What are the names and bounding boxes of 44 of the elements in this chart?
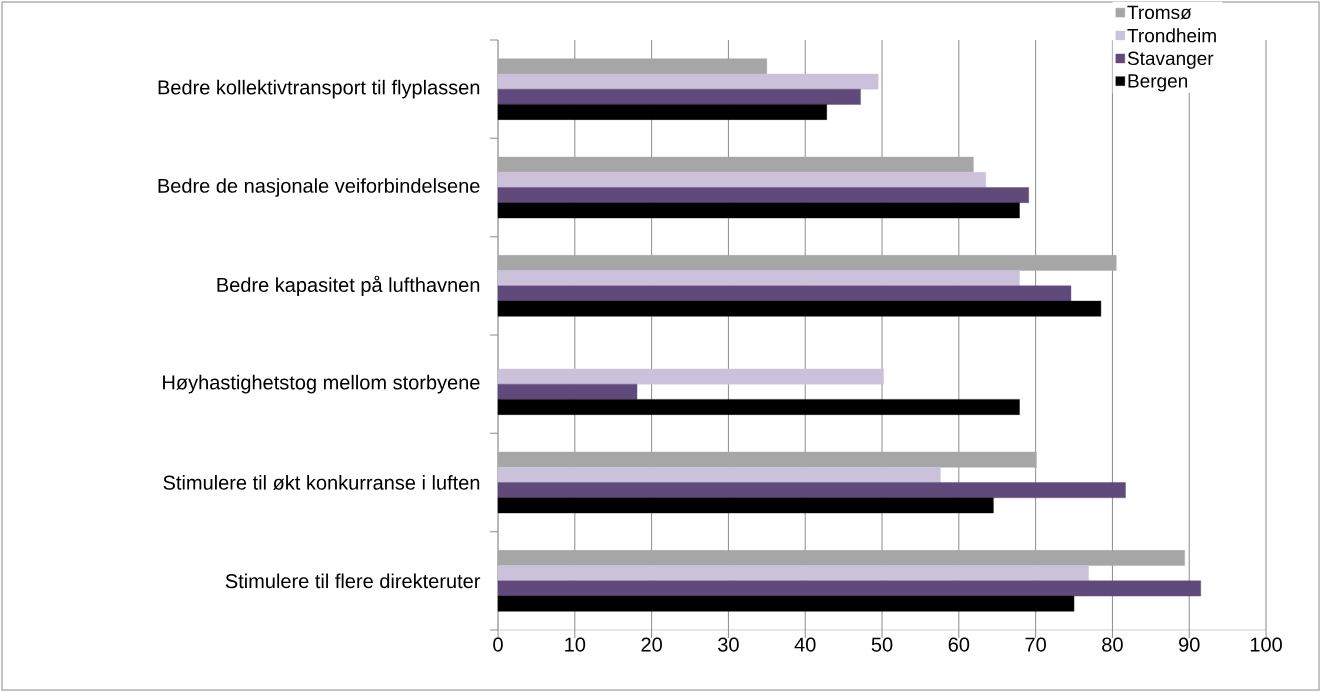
y-tick-label: Høyhastighetstog mellom storbyene bbox=[163, 374, 480, 394]
x-tick-label: 50 bbox=[871, 637, 893, 652]
x-tick-label: 60 bbox=[948, 637, 970, 652]
y-tick-label: Stimulere til flere direkteruter bbox=[225, 573, 481, 589]
x-tick-label: 100 bbox=[1250, 637, 1282, 652]
bar bbox=[497, 255, 1117, 271]
legend-label: Trondheim bbox=[1127, 28, 1216, 43]
bar bbox=[497, 467, 941, 483]
bar bbox=[497, 73, 879, 90]
legend-label: Tromsø bbox=[1127, 5, 1192, 20]
x-tick-label: 10 bbox=[565, 637, 586, 652]
y-tick-label: Bedre de nasjonale veiforbindelsene bbox=[158, 178, 480, 197]
bar bbox=[497, 595, 1075, 612]
bar bbox=[497, 172, 986, 188]
bar bbox=[497, 497, 994, 514]
bar bbox=[497, 58, 768, 75]
bar bbox=[497, 300, 1102, 317]
bar bbox=[497, 482, 1126, 498]
y-tick-label: Bedre kapasitet på lufthavnen bbox=[217, 275, 480, 296]
legend-label: Stavanger bbox=[1127, 51, 1214, 69]
bar bbox=[497, 580, 1201, 597]
bar bbox=[497, 399, 1020, 415]
bar bbox=[497, 565, 1089, 582]
x-tick-label: 70 bbox=[1025, 637, 1046, 652]
bar bbox=[497, 368, 884, 385]
bar bbox=[497, 202, 1020, 219]
y-tick-label: Stimulere til økt konkurranse i luften bbox=[163, 475, 480, 490]
y-tick-label: Bedre kollektivtransport til flyplassen bbox=[158, 79, 480, 99]
x-tick-label: 80 bbox=[1102, 637, 1123, 652]
x-tick-label: 30 bbox=[718, 637, 739, 652]
bar bbox=[497, 270, 1020, 287]
x-tick-label: 90 bbox=[1179, 637, 1200, 652]
bar bbox=[497, 104, 827, 120]
x-tick-label: 20 bbox=[641, 637, 662, 652]
x-tick-label: 40 bbox=[794, 637, 816, 652]
bar bbox=[497, 285, 1072, 302]
legend-label: Bergen bbox=[1128, 74, 1188, 92]
bar bbox=[497, 550, 1185, 566]
bar bbox=[497, 156, 974, 173]
x-tick-label: 0 bbox=[493, 637, 503, 652]
bar bbox=[497, 383, 638, 400]
bar bbox=[497, 88, 861, 105]
bar bbox=[497, 187, 1029, 203]
bar bbox=[497, 451, 1037, 468]
